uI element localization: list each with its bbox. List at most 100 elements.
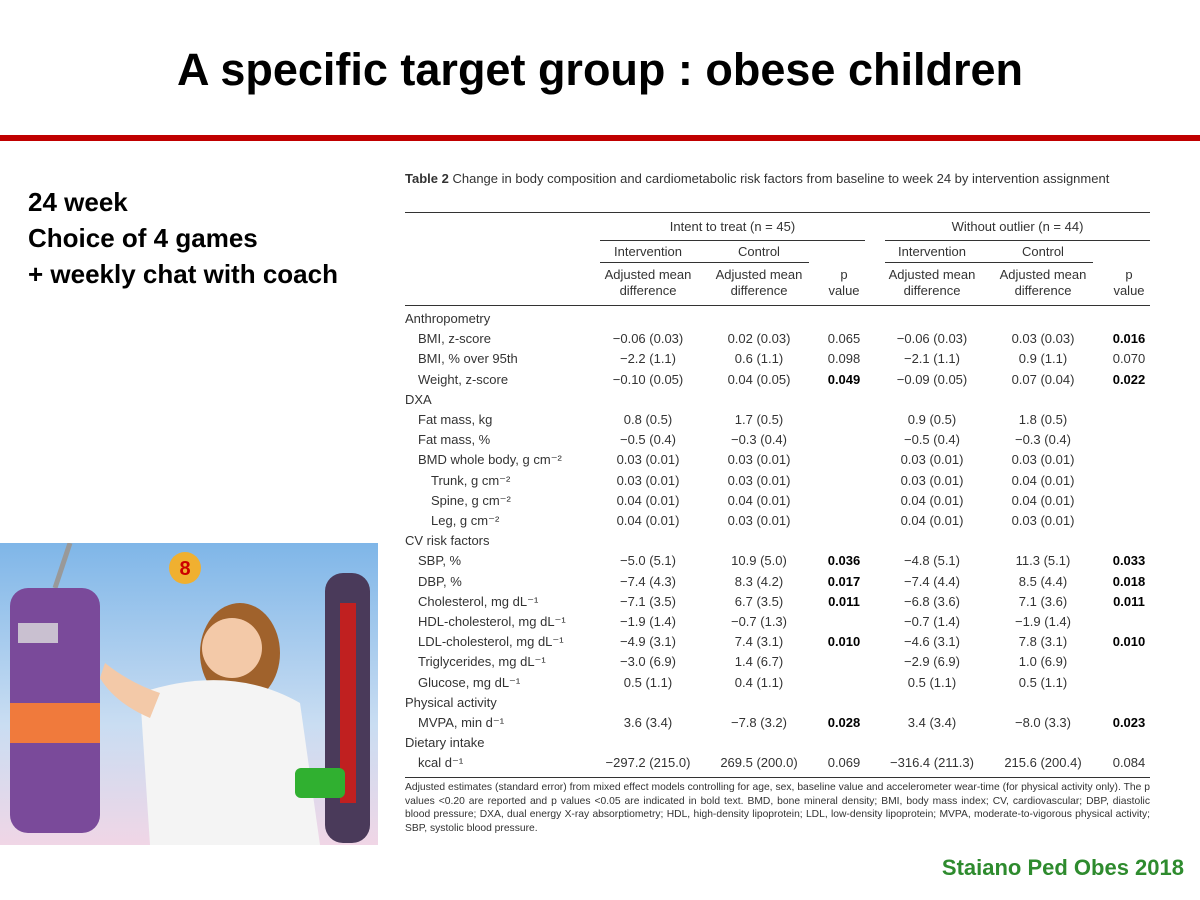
estimate: −0.3 (0.4) (730, 432, 787, 448)
arm-header: Control (738, 244, 780, 259)
estimate: 8.3 (4.2) (734, 573, 784, 589)
estimate: 1.4 (6.7) (734, 654, 784, 670)
estimate: −3.0 (6.9) (619, 654, 676, 670)
p-value: 0.017 (827, 573, 861, 589)
table-rule (405, 305, 1150, 306)
p-header: p value (1113, 267, 1145, 298)
row-label: LDL-cholesterol, mg dL⁻¹ (418, 634, 564, 650)
table-rule (405, 777, 1150, 778)
row-label: Spine, g cm⁻² (431, 492, 511, 508)
estimate: 0.4 (1.1) (734, 674, 784, 690)
estimate: 0.03 (0.01) (616, 452, 680, 468)
estimate: −1.9 (1.4) (619, 614, 676, 629)
svg-text:8: 8 (179, 558, 190, 580)
section-heading: Physical activity (405, 694, 497, 710)
group-header: Intent to treat (n = 45) (669, 219, 796, 234)
estimate: −2.1 (1.1) (903, 351, 960, 367)
estimate: 0.03 (0.01) (1011, 452, 1075, 468)
row-label: BMI, z-score (418, 331, 491, 347)
row-label: Trunk, g cm⁻² (431, 472, 511, 488)
row-label: Fat mass, % (418, 432, 491, 448)
section-heading: CV risk factors (405, 533, 490, 549)
estimate: −7.8 (3.2) (730, 715, 787, 730)
estimate: 0.04 (0.05) (727, 371, 791, 387)
estimate: 0.07 (0.04) (1011, 371, 1075, 387)
p-value: 0.010 (827, 634, 861, 650)
estimate: 0.5 (1.1) (907, 674, 957, 690)
table-footnote: Adjusted estimates (standard error) from… (405, 782, 1150, 834)
estimate: 0.03 (0.01) (727, 513, 791, 528)
estimate: 0.03 (0.01) (900, 472, 964, 488)
p-header: p value (828, 267, 860, 298)
p-value: 0.049 (827, 371, 861, 387)
p-value: 0.069 (827, 755, 861, 771)
row-label: BMI, % over 95th (418, 351, 518, 367)
estimate: 0.02 (0.03) (727, 331, 791, 347)
p-value: 0.098 (827, 351, 861, 367)
title-rule (0, 135, 1200, 141)
estimate: 11.3 (5.1) (1015, 553, 1071, 569)
estimate: 0.9 (1.1) (1018, 351, 1068, 367)
estimate: −0.06 (0.03) (612, 331, 684, 347)
measure-header: Adjusted mean difference (999, 267, 1087, 298)
p-value: 0.010 (1112, 634, 1146, 650)
estimate: −297.2 (215.0) (605, 755, 691, 771)
estimate: −0.06 (0.03) (896, 331, 968, 347)
p-value: 0.028 (827, 715, 861, 730)
estimate: 215.6 (200.4) (1004, 755, 1082, 771)
p-value: 0.022 (1112, 371, 1146, 387)
row-label: BMD whole body, g cm⁻² (418, 452, 562, 468)
p-value: 0.018 (1112, 573, 1146, 589)
arm-header: Control (1022, 244, 1064, 259)
estimate: 3.4 (3.4) (907, 715, 957, 730)
row-label: MVPA, min d⁻¹ (418, 715, 505, 730)
measure-header: Adjusted mean difference (604, 267, 692, 298)
estimate: −4.8 (5.1) (903, 553, 960, 569)
bullet-list: 24 week Choice of 4 games + weekly chat … (28, 184, 338, 292)
estimate: 3.6 (3.4) (623, 715, 673, 730)
caption-text: Change in body composition and cardiomet… (452, 171, 1110, 186)
row-label: DBP, % (418, 573, 462, 589)
measure-header: Adjusted mean difference (715, 267, 803, 298)
estimate: −5.0 (5.1) (619, 553, 676, 569)
table-rule (885, 240, 1150, 241)
row-label: Leg, g cm⁻² (431, 513, 500, 528)
estimate: −7.4 (4.4) (903, 573, 960, 589)
estimate: −316.4 (211.3) (890, 755, 974, 771)
estimate: 0.04 (0.01) (900, 513, 964, 528)
estimate: −4.9 (3.1) (619, 634, 676, 650)
bullet: 24 week (28, 187, 128, 217)
slide-title: A specific target group : obese children (177, 44, 1023, 95)
estimate: 1.8 (0.5) (1018, 412, 1068, 427)
estimate: 7.1 (3.6) (1018, 593, 1068, 609)
estimate: 0.03 (0.01) (727, 452, 791, 468)
bullet: + weekly chat with coach (28, 259, 338, 289)
estimate: −2.2 (1.1) (619, 351, 676, 367)
row-label: Cholesterol, mg dL⁻¹ (418, 593, 539, 609)
row-label: Fat mass, kg (418, 412, 493, 427)
p-value: 0.023 (1112, 715, 1146, 730)
row-label: kcal d⁻¹ (418, 755, 464, 771)
estimate: −8.0 (3.3) (1014, 715, 1071, 730)
section-heading: Anthropometry (405, 311, 491, 326)
table-rule (600, 240, 865, 241)
estimate: −0.5 (0.4) (619, 432, 676, 448)
p-value: 0.033 (1112, 553, 1146, 569)
estimate: −0.5 (0.4) (903, 432, 960, 448)
section-heading: DXA (405, 391, 432, 407)
estimate: −2.9 (6.9) (903, 654, 960, 670)
estimate: 0.04 (0.01) (1011, 472, 1075, 488)
estimate: 1.7 (0.5) (734, 412, 784, 427)
estimate: 0.04 (0.01) (616, 513, 680, 528)
estimate: −7.1 (3.5) (619, 593, 676, 609)
estimate: 0.5 (1.1) (623, 674, 673, 690)
estimate: −6.8 (3.6) (903, 593, 960, 609)
estimate: 7.4 (3.1) (734, 634, 784, 650)
estimate: 269.5 (200.0) (720, 755, 798, 771)
p-value: 0.065 (827, 331, 861, 347)
caption-label: Table 2 (405, 171, 449, 186)
arm-header: Intervention (614, 244, 682, 259)
estimate: 0.03 (0.03) (1011, 331, 1075, 347)
